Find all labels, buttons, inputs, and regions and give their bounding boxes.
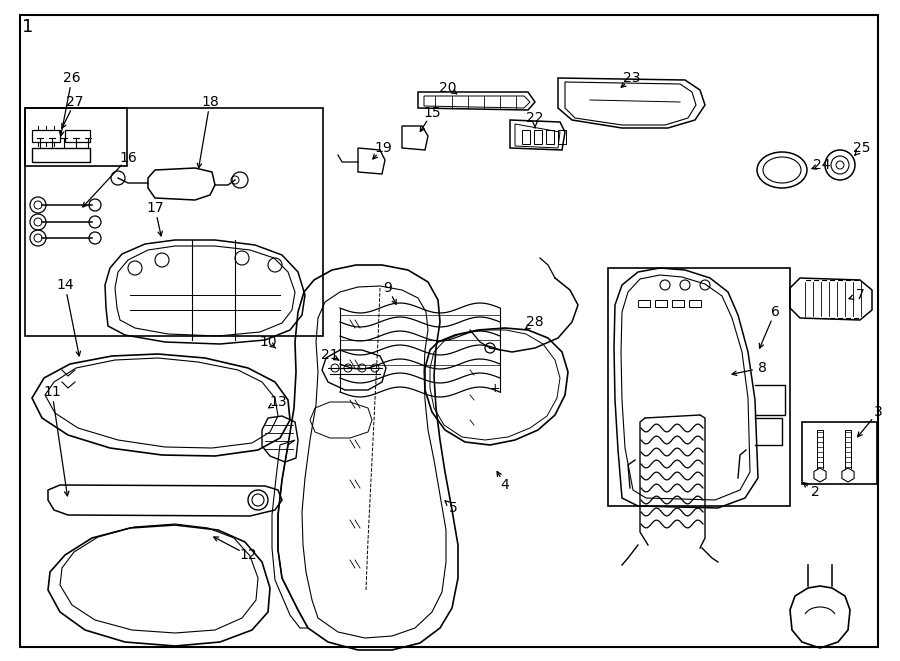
Text: 25: 25	[853, 141, 871, 155]
Text: 1: 1	[22, 18, 33, 36]
Text: 6: 6	[770, 305, 779, 319]
Text: 14: 14	[56, 278, 74, 292]
Text: 8: 8	[758, 361, 767, 375]
Bar	[25, 108, 127, 166]
Bar	[534, 130, 542, 144]
Text: 23: 23	[623, 71, 641, 85]
Text: 26: 26	[63, 71, 81, 85]
Text: 24: 24	[814, 158, 831, 172]
Bar	[802, 422, 877, 484]
Text: 22: 22	[526, 111, 544, 125]
Text: 12: 12	[239, 548, 256, 562]
Text: 7: 7	[856, 288, 864, 302]
Text: 16: 16	[119, 151, 137, 165]
Text: 2: 2	[811, 485, 819, 499]
Text: 11: 11	[43, 385, 61, 399]
Bar	[655, 300, 667, 307]
Text: 15: 15	[423, 106, 441, 120]
Bar	[638, 300, 650, 307]
Bar	[608, 268, 790, 506]
Bar	[689, 300, 701, 307]
Text: 10: 10	[259, 335, 277, 349]
Text: 3: 3	[874, 405, 882, 419]
Text: 28: 28	[526, 315, 544, 329]
Text: 27: 27	[67, 95, 84, 109]
Text: 17: 17	[146, 201, 164, 215]
Bar	[546, 130, 554, 144]
Text: 20: 20	[439, 81, 456, 95]
Text: 4: 4	[500, 478, 509, 492]
Text: 19: 19	[374, 141, 392, 155]
Bar	[522, 130, 530, 144]
Bar	[672, 300, 684, 307]
Text: 9: 9	[383, 281, 392, 295]
Text: 13: 13	[269, 395, 287, 409]
Text: +: +	[490, 381, 500, 395]
Text: 5: 5	[448, 501, 457, 515]
Text: 21: 21	[321, 348, 338, 362]
Bar	[25, 108, 323, 336]
Bar	[558, 130, 566, 144]
Text: 18: 18	[201, 95, 219, 109]
